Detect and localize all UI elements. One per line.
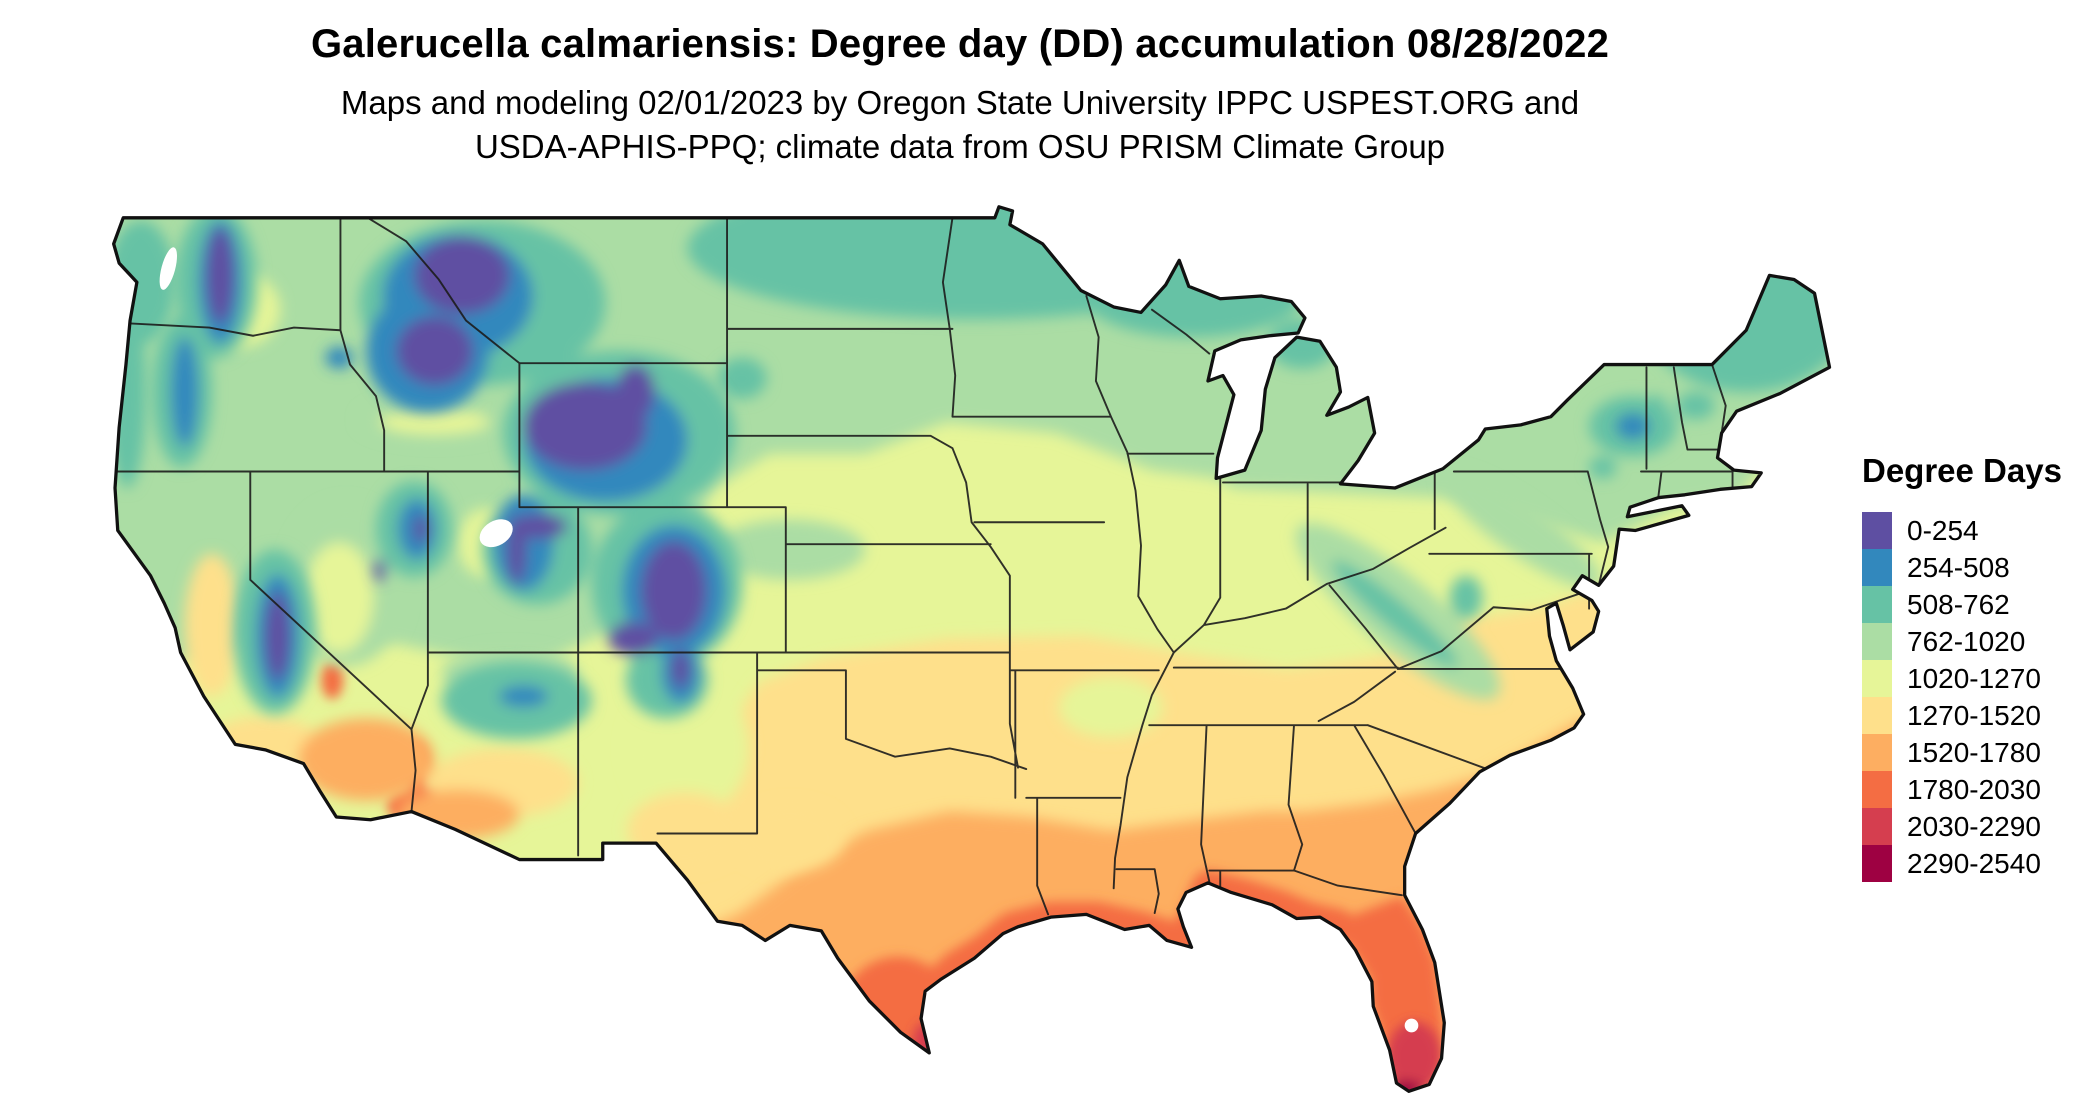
legend-swatch <box>1862 845 1892 882</box>
page-title: Galerucella calmariensis: Degree day (DD… <box>310 22 1610 66</box>
legend-item: 1520-1780 <box>1862 734 2062 771</box>
legend-swatch <box>1862 808 1892 845</box>
legend-item-label: 2290-2540 <box>1907 847 2041 879</box>
degree-day-raster <box>113 206 1830 1092</box>
legend-swatch <box>1862 623 1892 660</box>
legend-item: 254-508 <box>1862 549 2062 586</box>
subtitle-line-2: USDA-APHIS-PPQ; climate data from OSU PR… <box>474 127 1446 165</box>
state-borders <box>115 216 1734 916</box>
us-outline <box>112 205 1832 1093</box>
legend-swatch <box>1862 586 1892 623</box>
legend-swatch <box>1862 734 1892 771</box>
legend-title: Degree Days <box>1862 452 2062 489</box>
legend-item-label: 762-1020 <box>1907 625 2026 657</box>
legend-swatch <box>1862 660 1892 697</box>
legend-swatch <box>1862 771 1892 808</box>
legend-item-label: 1020-1270 <box>1907 662 2041 694</box>
legend-item: 2030-2290 <box>1862 808 2062 845</box>
legend-item: 508-762 <box>1862 586 2062 623</box>
legend-item: 762-1020 <box>1862 623 2062 660</box>
legend-item: 1020-1270 <box>1862 660 2062 697</box>
legend-items: 0-254 254-508 508-762 762-1020 1020-1270… <box>1862 512 2062 882</box>
legend-item-label: 508-762 <box>1907 588 2010 620</box>
page-subtitle: Maps and modeling 02/01/2023 by Oregon S… <box>0 81 1920 168</box>
puget-sound <box>159 247 177 290</box>
water-bodies <box>159 247 1419 1033</box>
legend-item-label: 254-508 <box>1907 551 2010 583</box>
legend-item-label: 1270-1520 <box>1907 699 2041 731</box>
great-salt-lake <box>479 519 513 548</box>
legend-item: 2290-2540 <box>1862 845 2062 882</box>
subtitle-line-1: Maps and modeling 02/01/2023 by Oregon S… <box>340 84 1580 121</box>
legend-item: 1780-2030 <box>1862 771 2062 808</box>
legend: Degree Days 0-254 254-508 508-762 762-10… <box>1862 452 2062 882</box>
lake-okeechobee <box>1404 1018 1419 1033</box>
map-svg <box>112 205 1832 1093</box>
legend-item-label: 0-254 <box>1907 514 1979 546</box>
legend-item-label: 2030-2290 <box>1907 810 2041 842</box>
legend-swatch <box>1862 512 1892 549</box>
us-degree-day-map <box>100 200 1835 1105</box>
legend-swatch <box>1862 549 1892 586</box>
header: Galerucella calmariensis: Degree day (DD… <box>0 22 1920 168</box>
legend-swatch <box>1862 697 1892 734</box>
legend-item: 0-254 <box>1862 512 2062 549</box>
legend-item-label: 1780-2030 <box>1907 773 2041 805</box>
legend-item-label: 1520-1780 <box>1907 736 2041 768</box>
legend-item: 1270-1520 <box>1862 697 2062 734</box>
